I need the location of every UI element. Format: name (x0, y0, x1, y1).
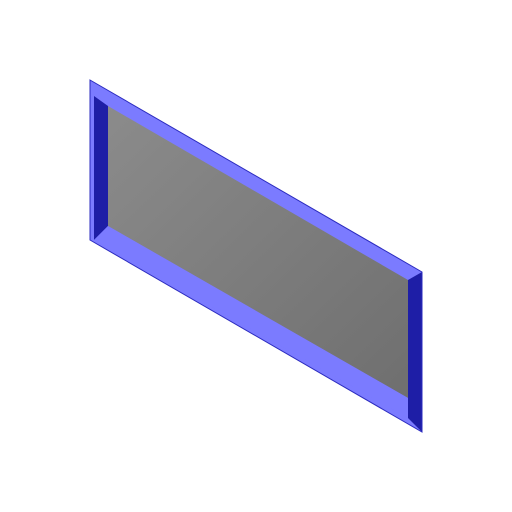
frame-right-outer-side (408, 272, 422, 432)
gray-panel (108, 106, 408, 398)
frame-outline (89, 79, 423, 433)
frame-left-inner-bevel (94, 96, 108, 240)
frame-bottom-inner-bevel (94, 226, 408, 418)
